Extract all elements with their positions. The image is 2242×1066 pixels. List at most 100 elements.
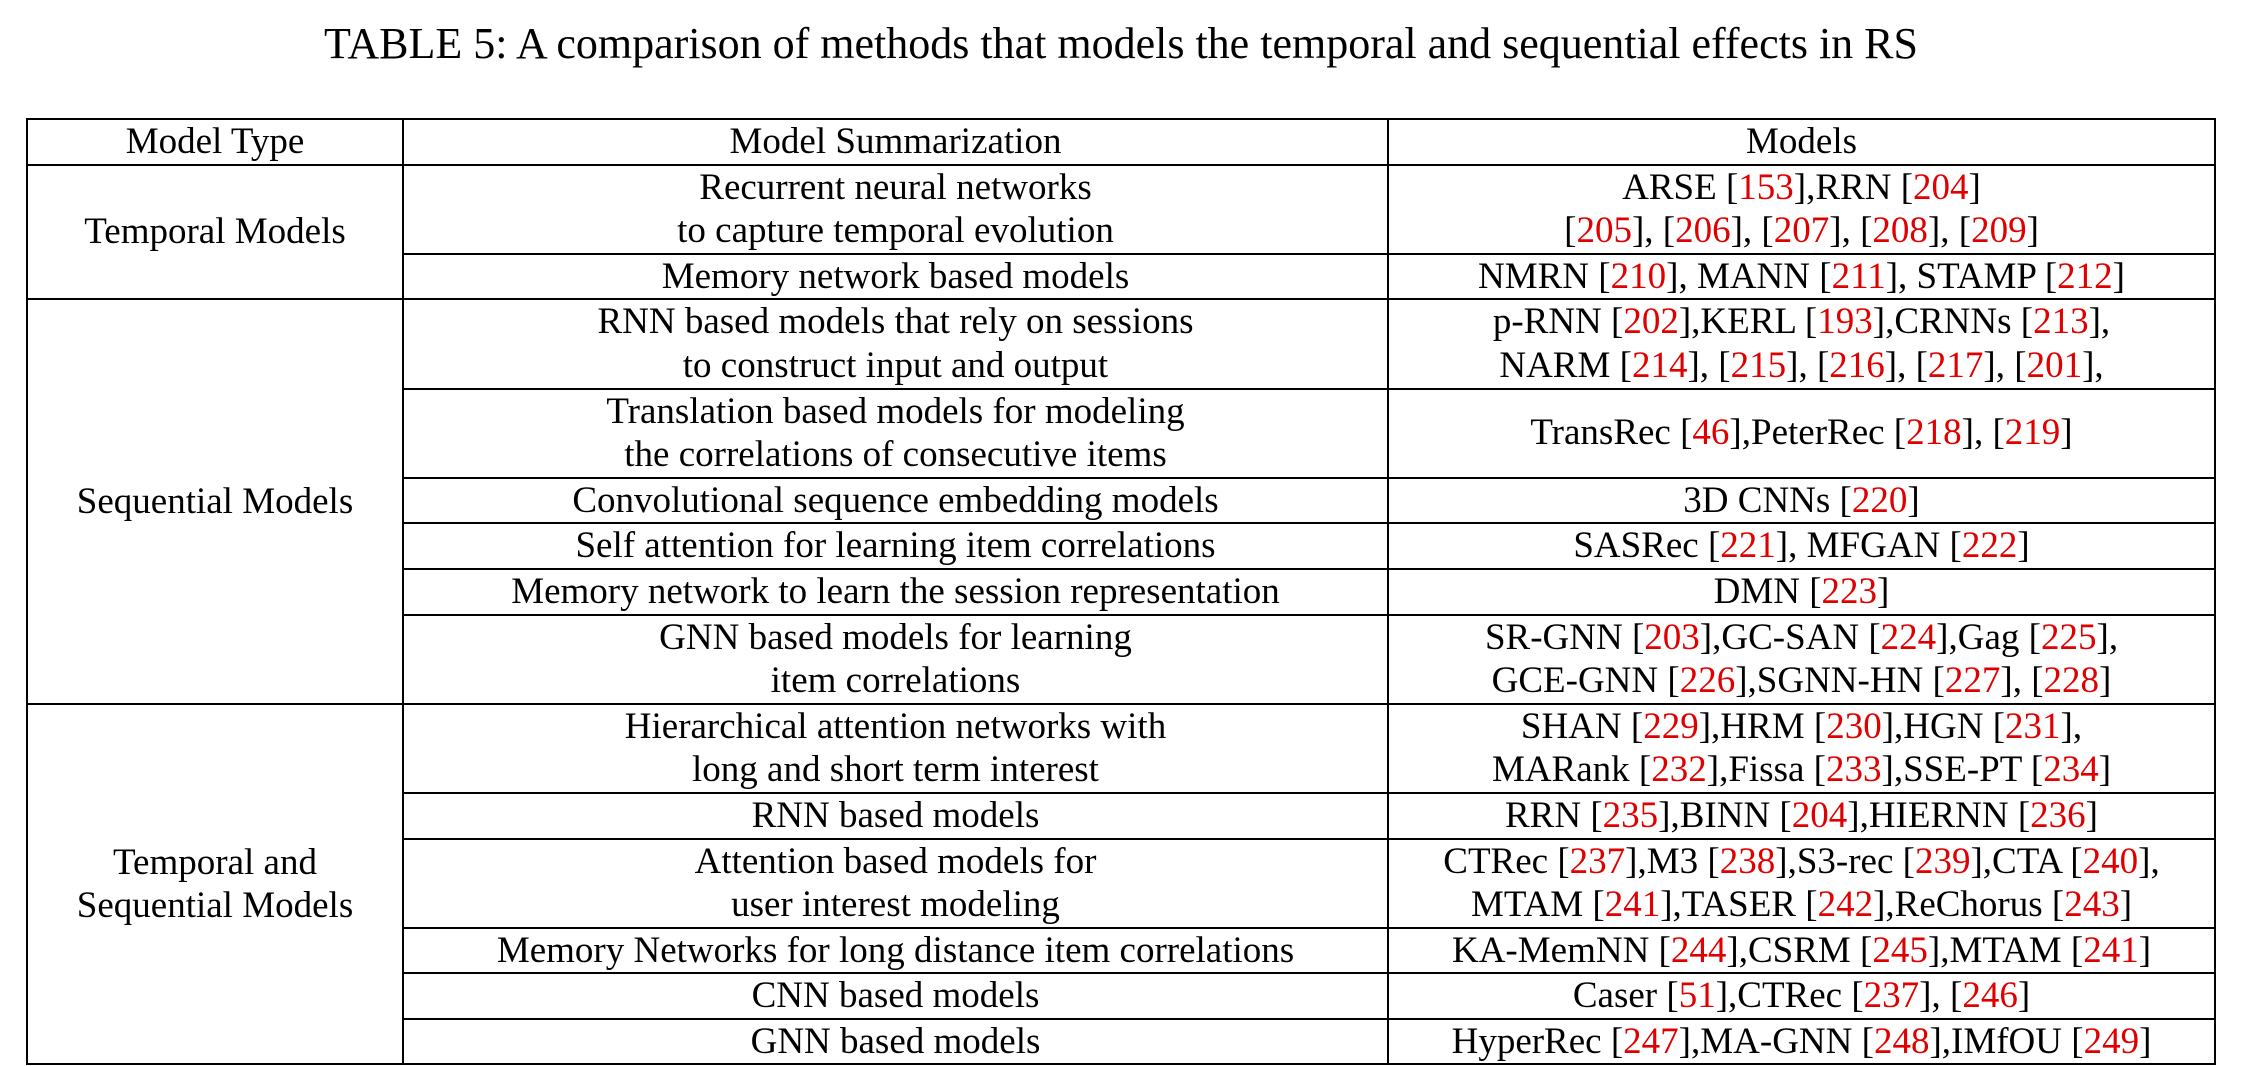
models-cell: SASRec [221], MFGAN [222]	[1387, 522, 2216, 570]
citation: 230	[1826, 705, 1882, 747]
models-cell: Caser [51],CTRec [237], [246]	[1387, 972, 2216, 1020]
citation: 240	[2082, 840, 2139, 882]
citation: 238	[1719, 840, 1776, 882]
summary-line: Memory network to learn the session repr…	[511, 570, 1280, 612]
summary-line: Memory network based models	[661, 255, 1130, 297]
models-line: SHAN [229],HRM [230],HGN [231],	[1520, 705, 2083, 747]
citation: 244	[1670, 929, 1727, 971]
citation: 246	[1962, 975, 2018, 1017]
models-cell: ARSE [153],RRN [204] [205], [206], [207],…	[1387, 163, 2216, 255]
summary-line: GNN based models for learning	[659, 616, 1132, 658]
summary-cell: Hierarchical attention networks with long…	[402, 702, 1389, 794]
models-cell: DMN [223]	[1387, 567, 2216, 616]
models-line: MTAM [241],TASER [242],ReChorus [243]	[1470, 884, 2133, 926]
header-text: Models	[1746, 121, 1857, 162]
models-line: HyperRec [247],MA-GNN [248],IMfOU [249]	[1451, 1020, 2152, 1062]
summary-cell: Memory network based models	[402, 252, 1389, 301]
models-line: DMN [223]	[1713, 570, 1890, 612]
models-cell: RRN [235],BINN [204],HIERNN [236]	[1387, 791, 2216, 840]
models-cell: HyperRec [247],MA-GNN [248],IMfOU [249]	[1387, 1017, 2216, 1066]
citation: 242	[1817, 884, 1874, 926]
table-body: Model Type Model Summarization Models Tempo…	[26, 118, 2216, 1066]
citation: 209	[1971, 210, 2027, 252]
model-type: Sequential Models	[76, 480, 354, 522]
models-line: MARank [232],Fissa [233],SSE-PT [234]	[1491, 749, 2112, 791]
models-line: 3D CNNs [220]	[1683, 479, 1920, 521]
summary-line: Memory Networks for long distance item c…	[496, 929, 1295, 971]
citation: 205	[1576, 210, 1632, 252]
models-line: [205], [206], [207], [208], [209]	[1564, 210, 2039, 252]
header-cell: Model Type	[26, 118, 404, 166]
summary-line: Attention based models for	[694, 840, 1097, 882]
table-row: Temporal Models Recurrent neural networks…	[26, 163, 2216, 301]
citation: 217	[1927, 344, 1984, 386]
models-cell: TransRec [46],PeterRec [218], [219]	[1387, 387, 2216, 479]
models-line: Caser [51],CTRec [237], [246]	[1572, 975, 2031, 1017]
citation: 241	[2083, 929, 2139, 971]
table-row: Sequential Models RNN based models that r…	[26, 298, 2216, 705]
citation: 239	[1914, 840, 1971, 882]
citation: 229	[1643, 705, 1699, 747]
models-line: KA-MemNN [244],CSRM [245],MTAM [241]	[1451, 929, 2152, 971]
citation: 232	[1651, 749, 1707, 791]
summary-cell: GNN based models for learning item correl…	[402, 613, 1389, 705]
models-line: p-RNN [202],KERL [193],CRNNs [213],	[1492, 301, 2111, 343]
table-row: Attention based models for user interest …	[27, 837, 2216, 929]
models-line: TransRec [46],PeterRec [218], [219]	[1530, 412, 2073, 454]
citation: 207	[1773, 210, 1830, 252]
citation: 201	[2026, 344, 2083, 386]
summary-line: GNN based models	[750, 1020, 1041, 1062]
citation: 223	[1821, 570, 1878, 612]
table-row: GNN based models for learning item correl…	[27, 613, 2216, 705]
citation: 204	[1791, 794, 1848, 836]
summary-line: Convolutional sequence embedding models	[572, 479, 1219, 521]
citation: 245	[1872, 929, 1928, 971]
models-cell: CTRec [237],M3 [238],S3-rec [239],CTA [2…	[1387, 837, 2216, 929]
summary-line: long and short term interest	[692, 749, 1099, 791]
summary-cell: Memory Networks for long distance item c…	[402, 926, 1389, 975]
citation: 241	[1604, 884, 1661, 926]
summary-cell: Self attention for learning item correla…	[402, 522, 1389, 570]
citation: 203	[1644, 616, 1700, 658]
citation: 215	[1730, 344, 1787, 386]
table-row: Translation based models for modeling the…	[27, 387, 2216, 479]
summary-line: item correlations	[770, 660, 1021, 702]
citation: 153	[1738, 166, 1794, 208]
summary-line: to construct input and output	[682, 344, 1109, 386]
header-text: Model Summarization	[729, 121, 1062, 162]
models-cell: NMRN [210], MANN [211], STAMP [212]	[1387, 252, 2216, 301]
table-row: Memory network to learn the session repr…	[27, 567, 2216, 616]
models-line: NARM [214], [215], [216], [217], [201],	[1499, 344, 2104, 386]
citation: 220	[1851, 479, 1908, 521]
summary-cell: Attention based models for user interest …	[402, 837, 1389, 929]
citation: 249	[2083, 1020, 2140, 1062]
citation: 204	[1913, 166, 1969, 208]
models-line: SR-GNN [203],GC-SAN [224],Gag [225],	[1484, 616, 2119, 658]
models-cell: SHAN [229],HRM [230],HGN [231], MARank [2…	[1387, 702, 2216, 794]
summary-cell: RNN based models	[402, 791, 1389, 840]
model-type: Temporal Models	[84, 211, 346, 253]
summary-line: Recurrent neural networks	[699, 166, 1092, 208]
citation: 212	[2057, 255, 2113, 297]
table-row: RNN based models RRN [235],BINN [204],HIE…	[27, 791, 2216, 840]
models-cell: p-RNN [202],KERL [193],CRNNs [213], NARM …	[1387, 298, 2216, 390]
citation: 234	[2043, 749, 2099, 791]
summary-line: to capture temporal evolution	[677, 210, 1114, 252]
citation: 248	[1873, 1020, 1930, 1062]
summary-cell: Recurrent neural networks to capture temp…	[402, 163, 1389, 255]
table-row: Memory Networks for long distance item c…	[27, 926, 2216, 975]
citation: 208	[1872, 210, 1928, 252]
citation: 237	[1863, 975, 1920, 1017]
model-type: Temporal and	[113, 841, 317, 883]
table-row: Temporal and Sequential Models Hierarchica…	[26, 702, 2216, 1066]
models-cell: 3D CNNs [220]	[1387, 476, 2216, 525]
citation: 227	[1944, 660, 2001, 702]
summary-line: RNN based models that rely on sessions	[597, 301, 1194, 343]
summary-line: CNN based models	[751, 975, 1040, 1017]
citation: 221	[1720, 525, 1776, 567]
model-type-cell: Temporal Models	[26, 163, 404, 301]
citation: 51	[1678, 975, 1716, 1017]
header-cell: Model Summarization	[402, 118, 1389, 166]
citation: 237	[1569, 840, 1626, 882]
